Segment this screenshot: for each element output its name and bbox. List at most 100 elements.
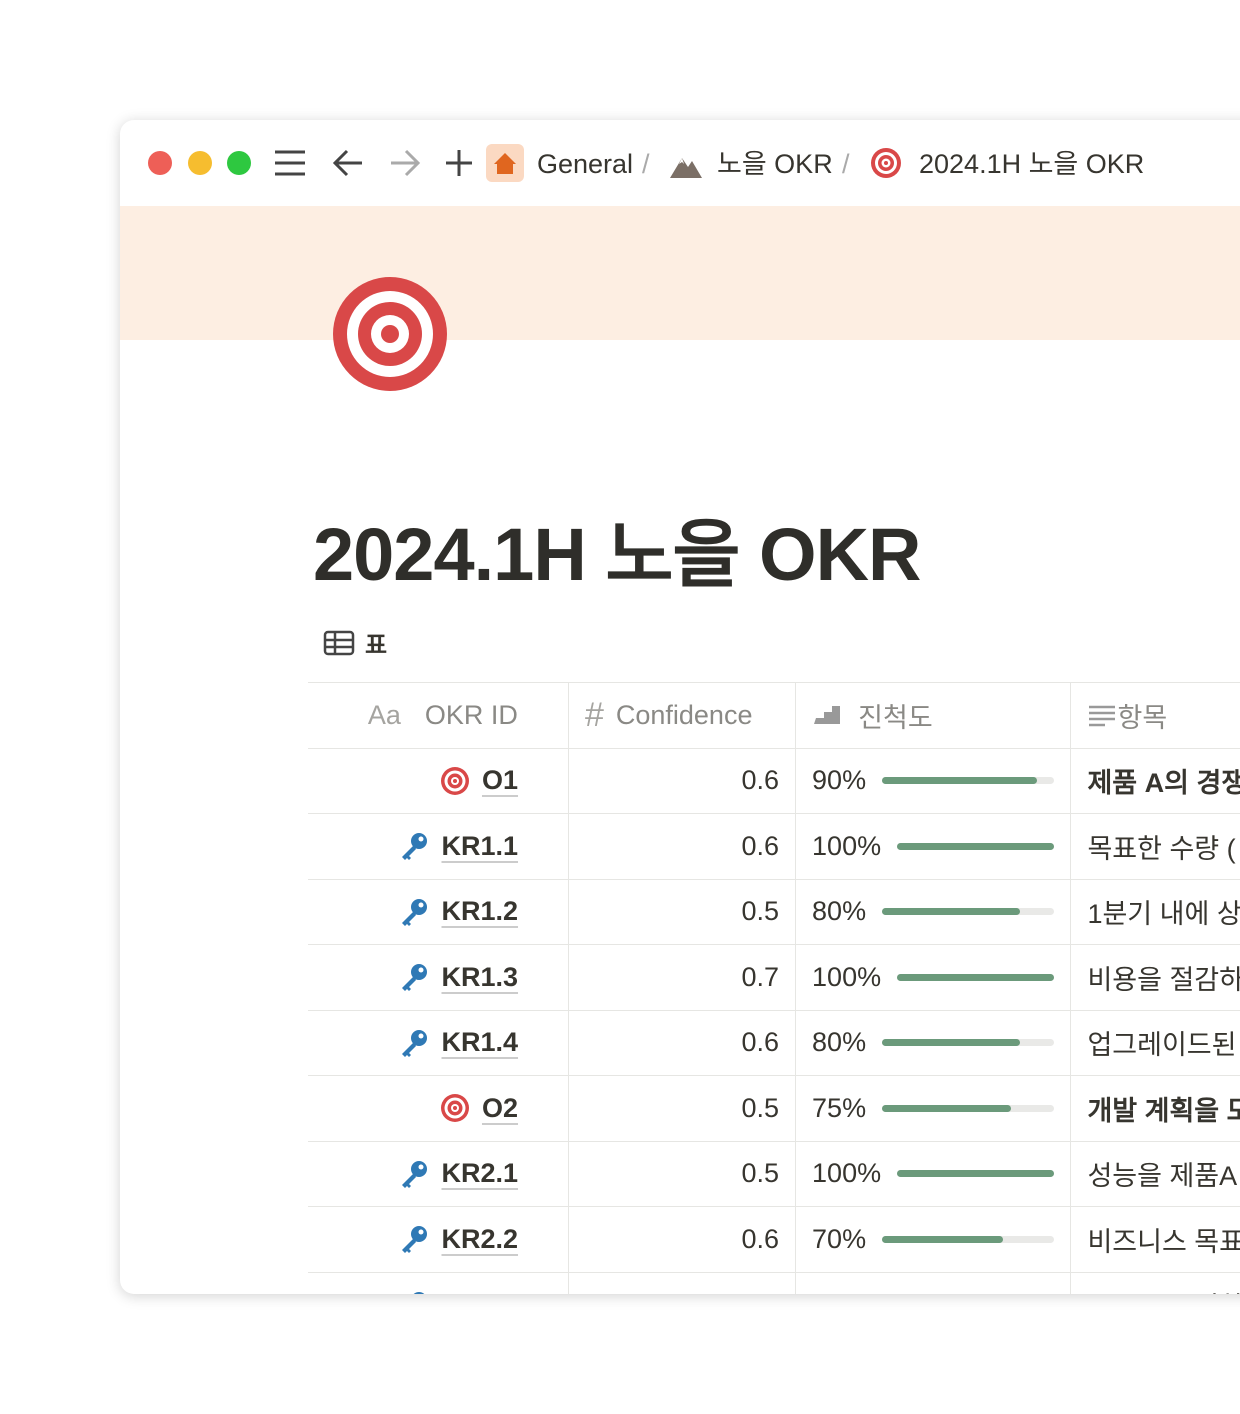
progress-track <box>897 842 1055 850</box>
item: 목표한 수량 ( <box>1087 833 1236 864</box>
table-row[interactable]: KR2.1 0.5 100% 성능을 제품A <box>308 1140 1240 1207</box>
objective-icon <box>440 1093 470 1123</box>
okr-id[interactable]: KR2.1 <box>441 1158 519 1189</box>
progress-track <box>897 973 1055 981</box>
okr-id[interactable]: KR1.3 <box>441 961 519 992</box>
confidence-cell: 0.6 <box>569 1010 797 1075</box>
okr-id[interactable]: KR1.4 <box>441 1027 519 1058</box>
okr-id[interactable]: O1 <box>481 765 519 796</box>
item: 개발 계획을 모 <box>1087 1095 1240 1126</box>
progress-track <box>882 777 1055 785</box>
progress-cell: 90% <box>796 748 1072 813</box>
progress-bar <box>897 842 1055 850</box>
menu-icon[interactable] <box>273 148 307 178</box>
progress-cell: 100% <box>796 814 1072 879</box>
id-cell: KR2.1 <box>308 1141 570 1206</box>
breadcrumb[interactable]: 2024.1H 노을 OKR <box>919 149 1145 179</box>
key <box>402 898 428 926</box>
key-result-icon <box>399 831 429 861</box>
key-result-icon <box>399 962 429 992</box>
progress-cell: 70% <box>796 1207 1072 1272</box>
confidence: 0.5 <box>741 1092 780 1123</box>
target <box>440 766 469 795</box>
item-cell: 목표를 수립하 <box>1071 1273 1240 1294</box>
confidence-cell: 0.5 <box>569 1076 797 1141</box>
table-row[interactable]: KR1.1 0.6 100% 목표한 수량 ( <box>308 813 1240 879</box>
confidence-cell: 0.5 <box>569 879 797 944</box>
header-cell: # Confidence <box>569 683 797 748</box>
item: 성능을 제품A <box>1087 1161 1238 1192</box>
breadcrumb[interactable]: General <box>537 149 634 179</box>
id-cell: KR1.3 <box>308 945 570 1010</box>
confidence-cell: 0.6 <box>569 814 797 879</box>
progress-track <box>897 1170 1055 1178</box>
header-cell: 항목 <box>1071 683 1240 748</box>
page-title: 2024.1H 노을 OKR <box>313 513 921 596</box>
item-cell: 비즈니스 목표 <box>1071 1207 1240 1272</box>
key <box>413 1291 426 1294</box>
breadcrumb-separator: / <box>642 149 650 179</box>
view-tab[interactable]: 표 <box>323 625 387 660</box>
progress-track <box>882 908 1055 916</box>
target <box>440 1094 469 1123</box>
table-row[interactable]: KR1.3 0.7 100% 비용을 절감하 <box>308 944 1240 1010</box>
progress-label: 70% <box>812 1223 867 1254</box>
zoom-button[interactable] <box>227 151 251 175</box>
minimize-button[interactable] <box>188 151 212 175</box>
okr-id[interactable]: KR1.2 <box>441 896 519 927</box>
confidence: 0.6 <box>741 1223 780 1254</box>
progress-label: 60% <box>812 1289 866 1294</box>
confidence-cell: 0.6 <box>569 748 797 813</box>
okr-id[interactable]: O2 <box>481 1092 519 1123</box>
table-row[interactable]: KR2.2 0.6 70% 비즈니스 목표 <box>308 1206 1240 1272</box>
close-button[interactable] <box>148 151 172 175</box>
confidence: 0.7 <box>741 961 780 992</box>
forward-icon[interactable] <box>388 148 422 178</box>
new-tab-icon[interactable] <box>444 148 474 178</box>
table-row[interactable]: KR1.4 0.6 80% 업그레이드된 <box>308 1009 1240 1075</box>
id-cell: KR1.2 <box>308 879 570 944</box>
progress-track <box>882 1039 1055 1047</box>
target-icon <box>871 148 901 178</box>
confidence-cell: 0.5 <box>569 1272 797 1294</box>
key-result-icon <box>399 897 429 927</box>
item: 비즈니스 목표 <box>1087 1226 1240 1257</box>
progress-label: 100% <box>812 830 882 861</box>
table-row[interactable]: KR2.3 0.5 60% 목표를 수립하 <box>308 1271 1240 1294</box>
mountain-icon <box>670 158 702 178</box>
key <box>402 964 428 992</box>
progress-cell: 80% <box>796 879 1072 944</box>
table-row[interactable]: O2 0.5 75% 개발 계획을 모 <box>308 1075 1240 1141</box>
breadcrumb[interactable]: 노을 OKR <box>717 149 833 179</box>
key-result-icon <box>399 1159 429 1189</box>
confidence: 0.6 <box>741 765 780 796</box>
key <box>402 1160 428 1188</box>
id-cell: O1 <box>308 748 570 813</box>
progress-label: 100% <box>812 1158 882 1189</box>
item-cell: 성능을 제품A <box>1071 1142 1240 1207</box>
okr-id[interactable]: KR1.1 <box>441 830 519 861</box>
window: General / 노을 OKR / 2024.1H 노을 OKR 2024.1… <box>120 120 1240 1294</box>
breadcrumb-separator: / <box>842 149 850 179</box>
header-row: Aa OKR ID # Confidence 진척도 항목 <box>308 682 1240 748</box>
table: Aa OKR ID # Confidence 진척도 항목 O1 0.6 90% 제품 A의 경쟁… <box>308 682 1240 1294</box>
confidence: 0.5 <box>741 1158 780 1189</box>
progress-label: 100% <box>812 961 882 992</box>
item-cell: 목표한 수량 ( <box>1071 814 1240 879</box>
okr-id[interactable]: KR2.3 <box>441 1289 518 1294</box>
progress-bar <box>882 777 1038 785</box>
header-cell: 진척도 <box>796 683 1072 748</box>
key <box>402 1029 428 1057</box>
objective-icon <box>440 766 470 796</box>
table-row[interactable]: O1 0.6 90% 제품 A의 경쟁 <box>308 747 1240 813</box>
page-icon <box>333 277 447 391</box>
back-icon[interactable] <box>332 148 366 178</box>
key-result-icon <box>399 1290 429 1294</box>
view-name: 표 <box>365 632 388 659</box>
okr-id[interactable]: KR2.2 <box>441 1223 519 1254</box>
item-cell: 비용을 절감하 <box>1071 945 1240 1010</box>
table-row[interactable]: KR1.2 0.5 80% 1분기 내에 상 <box>308 878 1240 944</box>
column-icon <box>812 704 842 726</box>
